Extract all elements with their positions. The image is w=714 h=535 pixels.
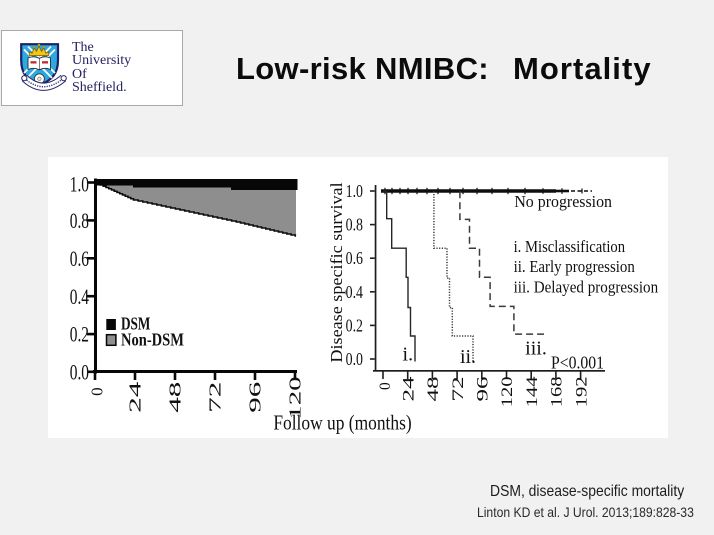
svg-text:0.8: 0.8 xyxy=(346,216,363,235)
svg-text:0: 0 xyxy=(377,382,394,390)
svg-text:Non-DSM: Non-DSM xyxy=(121,331,184,349)
svg-text:48: 48 xyxy=(424,376,442,401)
svg-text:ii. Early progression: ii. Early progression xyxy=(514,258,635,276)
svg-text:72: 72 xyxy=(449,376,467,401)
svg-text:0.6: 0.6 xyxy=(346,250,363,269)
svg-text:192: 192 xyxy=(573,376,590,407)
svg-text:1.0: 1.0 xyxy=(70,173,89,197)
svg-text:120: 120 xyxy=(499,376,516,407)
svg-text:1.0: 1.0 xyxy=(346,183,363,202)
svg-text:144: 144 xyxy=(523,376,540,407)
svg-text:96: 96 xyxy=(473,376,491,401)
svg-text:0.8: 0.8 xyxy=(70,209,89,233)
svg-text:i.: i. xyxy=(403,344,414,366)
svg-text:24: 24 xyxy=(126,381,144,413)
svg-text:96: 96 xyxy=(246,382,264,413)
svg-text:0.2: 0.2 xyxy=(346,317,363,336)
svg-text:DSM: DSM xyxy=(121,315,151,334)
svg-text:Follow up (months): Follow up (months) xyxy=(273,412,411,435)
svg-text:P<0.001: P<0.001 xyxy=(551,353,604,373)
svg-text:0.0: 0.0 xyxy=(346,351,363,370)
svg-text:0.0: 0.0 xyxy=(70,361,89,385)
svg-text:iii.: iii. xyxy=(525,338,547,360)
svg-text:i. Misclassification: i. Misclassification xyxy=(514,238,626,256)
svg-text:0.2: 0.2 xyxy=(70,323,89,347)
svg-text:ii.: ii. xyxy=(460,346,476,368)
svg-text:72: 72 xyxy=(206,382,224,413)
svg-text:iii. Delayed progression: iii. Delayed progression xyxy=(514,279,659,297)
svg-text:Disease specific survival: Disease specific survival xyxy=(328,182,346,362)
svg-text:No progression: No progression xyxy=(514,193,612,211)
svg-text:0.4: 0.4 xyxy=(346,283,363,302)
svg-text:0.6: 0.6 xyxy=(70,247,89,271)
svg-text:120: 120 xyxy=(286,376,305,419)
svg-text:24: 24 xyxy=(399,376,417,402)
svg-text:168: 168 xyxy=(548,376,565,407)
svg-text:0.4: 0.4 xyxy=(70,285,90,309)
svg-text:0: 0 xyxy=(88,387,107,396)
svg-text:48: 48 xyxy=(166,382,184,413)
